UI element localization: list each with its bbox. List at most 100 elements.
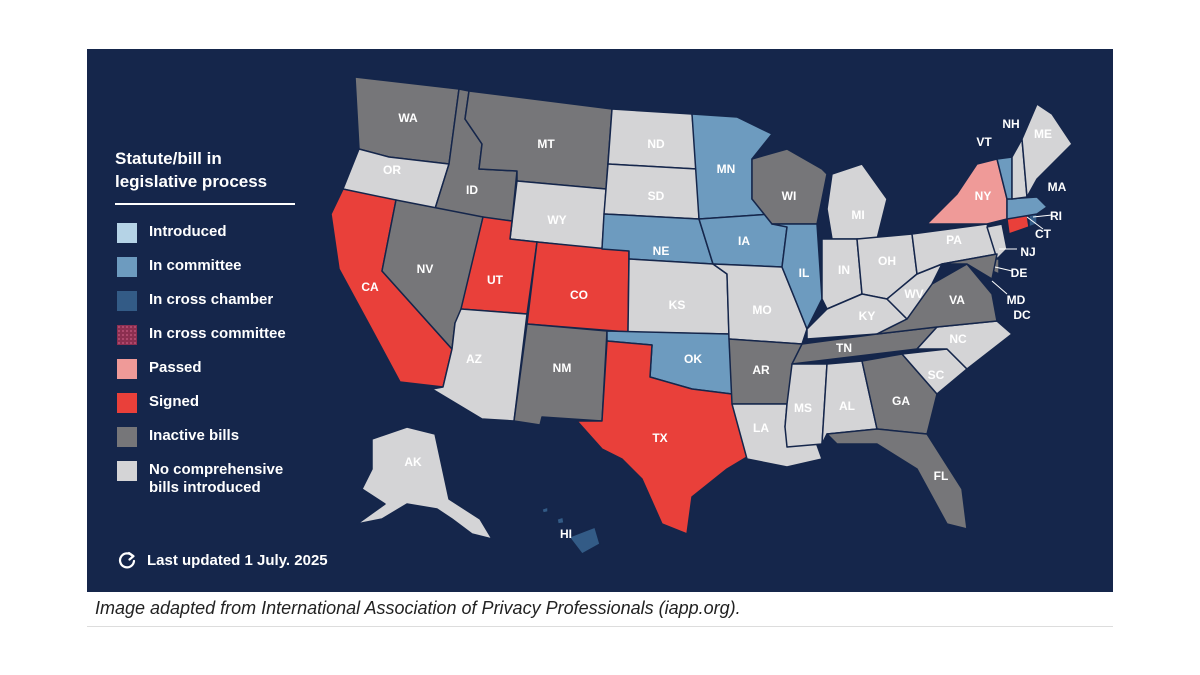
label-leader-line: [991, 280, 1008, 295]
legend-title: Statute/bill in legislative process: [115, 149, 268, 191]
state-ga[interactable]: [861, 353, 938, 435]
state-label-tn: TN: [836, 341, 852, 355]
state-label-wi: WI: [782, 189, 797, 203]
state-label-pa: PA: [946, 233, 962, 247]
state-label-oh: OH: [878, 254, 896, 268]
state-label-nh: NH: [1002, 117, 1019, 131]
state-label-tx: TX: [652, 431, 667, 445]
state-label-ne: NE: [653, 244, 670, 258]
state-label-md: MD: [1007, 293, 1026, 307]
legend-item-none: No comprehensive bills introduced: [117, 461, 309, 505]
state-label-al: AL: [839, 399, 855, 413]
refresh-icon: [118, 551, 136, 569]
state-label-sc: SC: [928, 368, 945, 382]
state-label-mt: MT: [537, 137, 555, 151]
legend-label: No comprehensive bills introduced: [149, 461, 284, 496]
state-label-ky: KY: [859, 309, 876, 323]
legend-swatch: [117, 325, 137, 345]
state-label-nv: NV: [417, 262, 434, 276]
state-label-ok: OK: [684, 352, 702, 366]
state-label-dc: DC: [1013, 308, 1031, 322]
legend-item-inactive: Inactive bills: [117, 427, 309, 461]
last-updated: Last updated 1 July. 2025: [117, 550, 328, 570]
legend-item-passed: Passed: [117, 359, 309, 393]
state-label-hi: HI: [560, 527, 572, 541]
state-label-ms: MS: [794, 401, 812, 415]
legend-label: Introduced: [149, 223, 227, 240]
legend-label: In cross chamber: [149, 291, 274, 308]
state-label-ak: AK: [404, 455, 422, 469]
state-label-ar: AR: [752, 363, 770, 377]
state-label-ma: MA: [1048, 180, 1067, 194]
legend-item-introduced: Introduced: [117, 223, 309, 257]
state-ma[interactable]: [1006, 196, 1048, 220]
state-label-ct: CT: [1035, 227, 1052, 241]
state-label-ut: UT: [487, 273, 504, 287]
legend-swatch: [117, 223, 137, 243]
state-me[interactable]: [1021, 103, 1073, 198]
legend-label: Signed: [149, 393, 200, 410]
state-label-ga: GA: [892, 394, 910, 408]
state-label-id: ID: [466, 183, 478, 197]
state-label-mn: MN: [717, 162, 736, 176]
label-leader-line: [1032, 214, 1053, 218]
state-md[interactable]: [941, 253, 998, 280]
state-hi[interactable]: [541, 506, 601, 555]
last-updated-text: Last updated 1 July. 2025: [147, 551, 328, 569]
legend-item-committee: In committee: [117, 257, 309, 291]
legend-label: Inactive bills: [149, 427, 240, 444]
state-il[interactable]: [771, 223, 823, 330]
state-label-in: IN: [838, 263, 850, 277]
state-wi[interactable]: [751, 148, 828, 225]
state-label-il: IL: [799, 266, 810, 280]
state-label-wy: WY: [547, 213, 566, 227]
state-label-nc: NC: [949, 332, 967, 346]
legend: Introduced In committee In cross chamber In…: [117, 223, 309, 505]
legend-swatch: [117, 393, 137, 413]
legend-swatch: [117, 359, 137, 379]
legend-swatch: [117, 291, 137, 311]
state-label-az: AZ: [466, 352, 482, 366]
map-panel: WA OR CA ID NV MT WY UT CO AZ NM ND SD NE KS OK TX MN IA MO…: [87, 49, 1113, 592]
legend-item-signed: Signed: [117, 393, 309, 427]
legend-item-cross-committee: In cross committee: [117, 325, 309, 359]
label-leader-line: [1026, 216, 1044, 230]
state-label-ks: KS: [669, 298, 686, 312]
legend-label: In cross committee: [149, 325, 286, 342]
state-ak[interactable]: [356, 426, 493, 540]
legend-label: In committee: [149, 257, 242, 274]
state-label-mo: MO: [752, 303, 771, 317]
caption-divider: [87, 626, 1113, 627]
state-label-nd: ND: [647, 137, 665, 151]
state-label-de: DE: [1011, 266, 1028, 280]
legend-item-cross-chamber: In cross chamber: [117, 291, 309, 325]
state-label-wa: WA: [398, 111, 418, 125]
state-mi[interactable]: [826, 163, 888, 240]
state-label-vt: VT: [976, 135, 992, 149]
legend-swatch: [117, 257, 137, 277]
state-wv[interactable]: [886, 263, 943, 320]
state-ks[interactable]: [627, 258, 730, 335]
state-label-nm: NM: [553, 361, 572, 375]
state-label-or: OR: [383, 163, 401, 177]
state-fl[interactable]: [826, 428, 968, 530]
legend-swatch: [117, 461, 137, 481]
state-az[interactable]: [431, 308, 528, 422]
state-label-nj: NJ: [1020, 245, 1035, 259]
state-label-ri: RI: [1050, 209, 1062, 223]
state-label-va: VA: [949, 293, 965, 307]
us-map: WA OR CA ID NV MT WY UT CO AZ NM ND SD NE KS OK TX MN IA MO…: [330, 76, 1073, 555]
legend-divider: [115, 203, 295, 205]
state-tx[interactable]: [576, 340, 748, 535]
legend-swatch: [117, 427, 137, 447]
image-caption: Image adapted from International Associa…: [95, 598, 741, 618]
state-label-ia: IA: [738, 234, 750, 248]
state-ny[interactable]: [926, 158, 1008, 225]
state-ri[interactable]: [1028, 213, 1038, 228]
state-co[interactable]: [526, 241, 630, 333]
state-label-mi: MI: [851, 208, 864, 222]
state-label-ca: CA: [361, 280, 379, 294]
state-label-sd: SD: [648, 189, 665, 203]
state-label-me: ME: [1034, 127, 1052, 141]
state-label-ny: NY: [975, 189, 992, 203]
